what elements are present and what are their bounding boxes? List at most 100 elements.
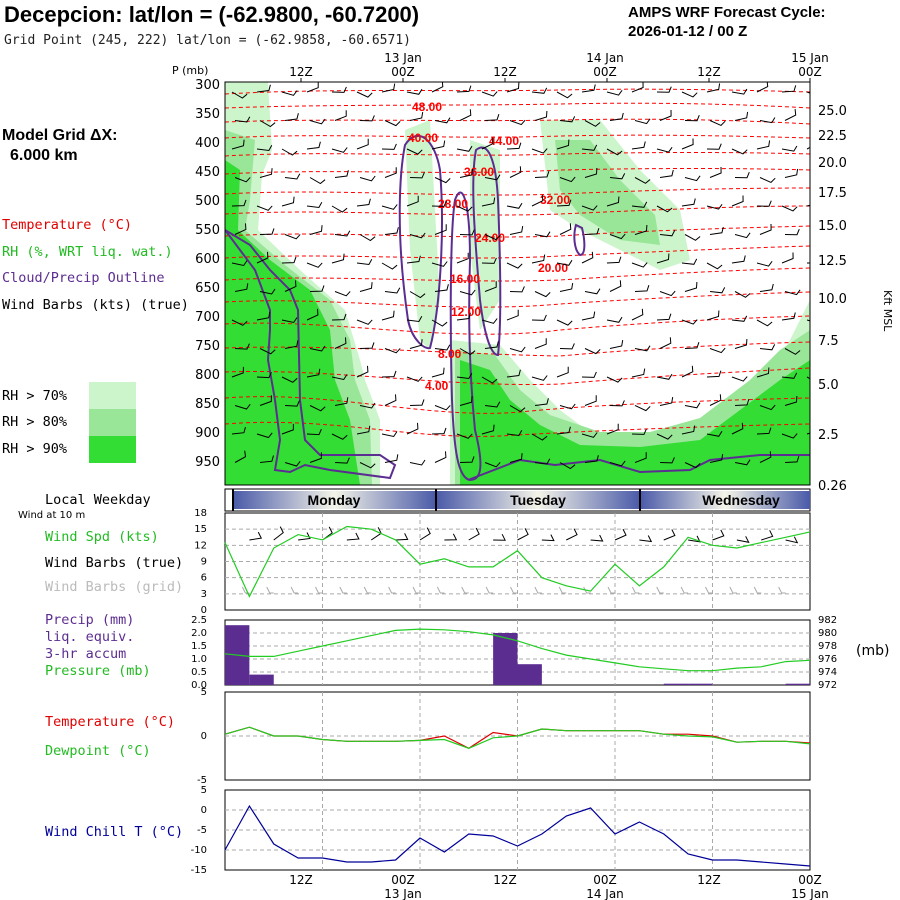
wind-barb	[284, 460, 301, 467]
pressure-tick-label: 550	[195, 223, 220, 238]
wind-barb	[581, 371, 597, 378]
grid-wind-barb	[266, 586, 274, 594]
wind-barb	[281, 423, 294, 435]
precip-bar	[785, 683, 810, 685]
grid-wind-barb	[510, 586, 518, 594]
wind-barb	[706, 83, 721, 93]
top-hour-label: 00Z	[593, 65, 617, 79]
wind-barb	[809, 177, 810, 179]
grid-wind-barb	[412, 586, 420, 594]
wind-barb	[284, 173, 301, 180]
wind-barb	[434, 344, 451, 351]
y-tick-label: 0.5	[191, 667, 207, 678]
wind-10m-note: Wind at 10 m	[18, 510, 86, 521]
wind-barb	[559, 283, 574, 292]
wind-barb	[581, 432, 598, 438]
wind-barb	[631, 201, 648, 208]
forecast-cycle-value: 2026-01-12 / 00 Z	[628, 23, 748, 40]
wind-barb	[559, 343, 575, 350]
wind-barb	[506, 262, 523, 269]
wind-barb	[281, 376, 298, 383]
wind-barb	[681, 319, 698, 325]
wind-barb	[709, 166, 722, 178]
rh80-region-right	[555, 140, 660, 245]
wind-barb	[459, 456, 475, 463]
pressure-unit: P (mb)	[172, 64, 208, 77]
y-tick-label: 2.0	[191, 628, 207, 639]
wind-barb	[506, 369, 521, 378]
temperature-label: Temperature (°C)	[45, 714, 176, 730]
precip-bar	[688, 683, 713, 685]
wind-barb	[459, 289, 476, 296]
wind-barb	[306, 428, 322, 436]
wind-barb	[334, 230, 351, 237]
cross-section-frame	[224, 81, 811, 486]
precip-label-1: Precip (mm)	[45, 612, 135, 628]
grid-wind-barb	[388, 586, 396, 594]
wind-barb	[431, 367, 445, 378]
wind-barb	[734, 232, 751, 239]
wind-barb	[381, 143, 397, 150]
wind-barb	[706, 143, 722, 150]
wind-barb	[359, 282, 373, 292]
wind-barb	[409, 232, 426, 239]
legend-rh80-label: RH > 80%	[2, 414, 68, 430]
wind-barb	[381, 204, 398, 210]
bottom-hour-label: 00Z	[593, 873, 617, 887]
wind-barb	[509, 119, 526, 126]
wind-barb	[481, 137, 494, 150]
precip-pressure-panel: 2.5 2.0 1.5 1.0 0.5 0.0 982 980 978 976 974 972	[191, 615, 837, 691]
pressure-tick-label: 750	[195, 339, 220, 354]
wind-barb	[631, 428, 647, 435]
y-tick-label: 15	[194, 524, 207, 535]
wind-barb	[231, 319, 248, 326]
true-wind-barb	[395, 533, 409, 541]
true-wind-barb	[444, 533, 458, 541]
wind-barb	[584, 288, 601, 295]
y-tick-label: 1.0	[191, 654, 207, 665]
true-wind-barb	[493, 533, 506, 541]
y-tick-label: 1.5	[191, 641, 207, 652]
wind-barb	[734, 111, 749, 121]
wind-barb	[356, 365, 369, 378]
pressure-tick-label: 976	[818, 654, 837, 665]
wind-barb	[331, 253, 345, 264]
wind-barb	[606, 316, 623, 323]
wind-barb	[481, 197, 496, 207]
wind-barb	[456, 312, 471, 321]
grid-wind-barb	[705, 586, 713, 594]
wind-barb	[609, 280, 622, 292]
wind-barb	[556, 199, 572, 207]
kft-tick-label: 0.26	[818, 479, 847, 494]
pressure-tick-label: 450	[195, 165, 220, 180]
wind-barb	[659, 109, 672, 121]
bottom-date-label: 15 Jan	[791, 887, 829, 900]
wind-barb	[484, 401, 501, 408]
wind-barb	[631, 82, 644, 93]
true-wind-barb	[566, 528, 578, 541]
wind-barb	[656, 253, 670, 264]
wind-barb	[334, 397, 349, 406]
true-wind-barb	[590, 534, 604, 542]
page-title: Decepcion: lat/lon = (-62.9800, -60.7200…	[4, 2, 420, 27]
wind-barb	[734, 399, 750, 406]
wind-barb	[234, 223, 247, 235]
wind-barb	[606, 148, 623, 156]
wind-barb	[556, 366, 569, 378]
wind-barb	[284, 234, 301, 240]
wind-barb	[481, 257, 497, 264]
weekday-monday: Monday	[308, 492, 361, 508]
wind-barb	[509, 166, 522, 178]
y-tick-label: 12	[194, 540, 207, 551]
wind-barb	[434, 177, 451, 184]
wind-barb	[631, 262, 648, 268]
wind-barb	[734, 291, 751, 298]
true-wind-barb	[663, 529, 676, 541]
wind-barb	[556, 91, 573, 99]
wind-barb	[356, 319, 373, 325]
wind-barb	[509, 226, 524, 235]
wind-barb	[256, 205, 273, 211]
wind-barb	[784, 395, 798, 406]
wind-barb	[731, 315, 748, 322]
windchill-label: Wind Chill T (°C)	[45, 824, 184, 840]
